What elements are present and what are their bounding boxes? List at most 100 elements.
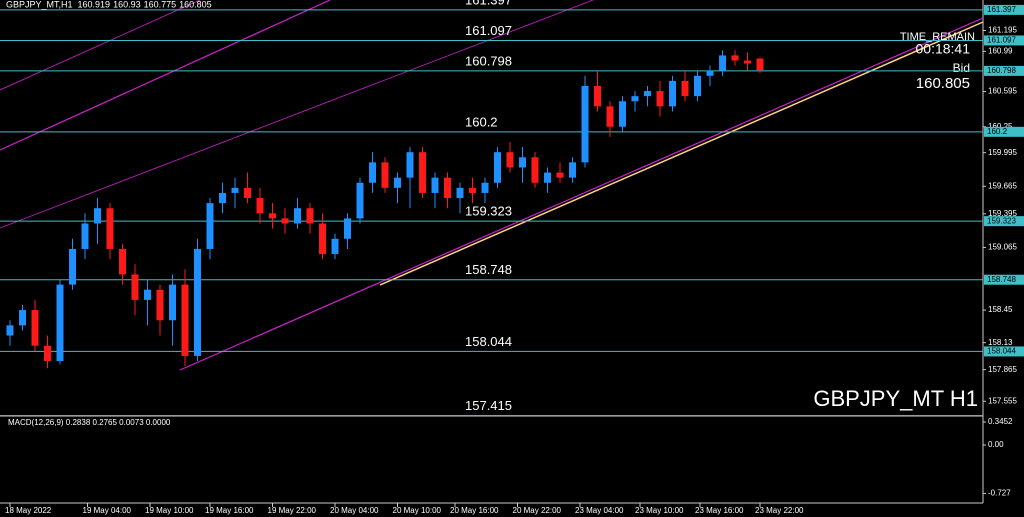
y-tick-label: 159.995 bbox=[988, 148, 1017, 157]
level-tag-label: 161.397 bbox=[987, 5, 1016, 14]
level-tag bbox=[984, 4, 1024, 15]
x-tick-label: 19 May 10:00 bbox=[145, 506, 194, 515]
y-tick-label: 161.195 bbox=[988, 26, 1017, 35]
chart-title: GBPJPY_MT,H1 bbox=[6, 0, 73, 9]
candle-body bbox=[356, 182, 364, 219]
level-tag-label: 160.2 bbox=[987, 127, 1008, 136]
candle-body bbox=[181, 284, 189, 356]
y-tick-label: 159.065 bbox=[988, 243, 1017, 252]
candle-body bbox=[44, 345, 51, 362]
x-tick-label: 19 May 16:00 bbox=[205, 506, 254, 515]
candle-body bbox=[156, 289, 164, 321]
candle-body bbox=[406, 152, 414, 178]
y-tick-label: 158.13 bbox=[988, 338, 1013, 347]
level-tag bbox=[984, 35, 1024, 46]
level-tag-label: 160.798 bbox=[987, 66, 1016, 75]
x-tick-label: 19 May 04:00 bbox=[83, 506, 132, 515]
candle-body bbox=[294, 208, 301, 224]
x-tick-label: 20 May 04:00 bbox=[330, 506, 379, 515]
y-tick-label: 157.555 bbox=[988, 396, 1017, 405]
candle-body bbox=[331, 238, 339, 255]
candle-body bbox=[419, 152, 426, 193]
bid-label: Bid bbox=[953, 61, 970, 75]
x-tick-label: 20 May 22:00 bbox=[513, 506, 562, 515]
level-label: 158.044 bbox=[465, 334, 512, 349]
level-label: 161.097 bbox=[465, 23, 512, 38]
candle-body bbox=[656, 91, 664, 107]
ohlc-value: 160.805 bbox=[179, 0, 212, 9]
x-tick-label: 23 May 16:00 bbox=[695, 506, 744, 515]
candle-body bbox=[319, 223, 326, 255]
candle-body bbox=[531, 157, 539, 183]
bid-value: 160.805 bbox=[916, 75, 970, 92]
y-tick-label: 159.665 bbox=[988, 181, 1017, 190]
candle-body bbox=[369, 162, 376, 183]
candle-body bbox=[69, 248, 76, 285]
candle-body bbox=[556, 172, 564, 178]
candle-body bbox=[231, 187, 239, 193]
level-tag bbox=[984, 65, 1024, 76]
candle-body bbox=[269, 213, 276, 219]
level-tag bbox=[984, 216, 1024, 227]
macd-tick-label: 0.00 bbox=[988, 440, 1004, 449]
candle-body bbox=[344, 218, 351, 239]
level-tag bbox=[984, 274, 1024, 285]
candle-body bbox=[144, 289, 151, 300]
candle-body bbox=[431, 177, 439, 193]
x-tick-label: 18 May 2022 bbox=[5, 506, 52, 515]
candle-body bbox=[631, 96, 639, 102]
level-label: 159.323 bbox=[465, 204, 512, 219]
level-label: 160.2 bbox=[465, 114, 498, 129]
candle-body bbox=[444, 177, 451, 199]
x-tick-label: 20 May 16:00 bbox=[450, 506, 499, 515]
candle-body bbox=[731, 55, 739, 61]
level-label: 157.415 bbox=[465, 398, 512, 413]
candle-body bbox=[219, 192, 226, 204]
x-tick-label: 19 May 22:00 bbox=[268, 506, 317, 515]
trendline bbox=[379, 21, 984, 286]
candle-body bbox=[694, 75, 701, 97]
macd-label: MACD(12,26,9) 0.2838 0.2765 0.0073 0.000… bbox=[8, 418, 171, 427]
candle-body bbox=[506, 152, 514, 168]
level-tag-label: 159.323 bbox=[987, 216, 1016, 225]
candle-body bbox=[194, 248, 201, 356]
candle-body bbox=[281, 218, 289, 224]
x-tick-label: 23 May 22:00 bbox=[755, 506, 804, 515]
candle-body bbox=[581, 85, 589, 163]
y-tick-label: 160.99 bbox=[988, 46, 1013, 55]
candle-body bbox=[719, 55, 726, 71]
level-tag bbox=[984, 126, 1024, 137]
level-label: 160.798 bbox=[465, 53, 512, 68]
candle-body bbox=[6, 325, 14, 336]
candle-body bbox=[256, 198, 264, 214]
level-label: 158.748 bbox=[465, 262, 512, 277]
y-tick-label: 160.25 bbox=[988, 122, 1013, 131]
x-tick-label: 23 May 10:00 bbox=[635, 506, 684, 515]
macd-tick-label: 0.3452 bbox=[988, 417, 1013, 426]
candle-body bbox=[306, 208, 314, 224]
level-tag bbox=[984, 346, 1024, 357]
candle-body bbox=[606, 106, 614, 127]
candle-body bbox=[594, 85, 601, 107]
level-tag-label: 158.748 bbox=[987, 275, 1016, 284]
candle-body bbox=[669, 80, 676, 107]
y-tick-label: 160.595 bbox=[988, 87, 1017, 96]
candle-body bbox=[756, 58, 764, 71]
candle-body bbox=[394, 177, 401, 188]
level-tag-label: 158.044 bbox=[987, 347, 1016, 356]
candle-body bbox=[56, 284, 64, 362]
candle-body bbox=[481, 182, 489, 193]
level-tag-label: 161.097 bbox=[987, 36, 1016, 45]
candle-body bbox=[744, 60, 751, 64]
x-tick-label: 23 May 04:00 bbox=[575, 506, 624, 515]
timer: 00:18:41 bbox=[916, 41, 971, 57]
candle-body bbox=[544, 172, 551, 183]
candle-body bbox=[31, 310, 39, 346]
candle-body bbox=[169, 284, 176, 321]
candle-body bbox=[119, 248, 126, 275]
timer-label: TIME_REMAIN bbox=[900, 31, 975, 43]
candle-body bbox=[81, 223, 89, 249]
candle-body bbox=[456, 187, 464, 199]
candle-body bbox=[619, 101, 626, 127]
